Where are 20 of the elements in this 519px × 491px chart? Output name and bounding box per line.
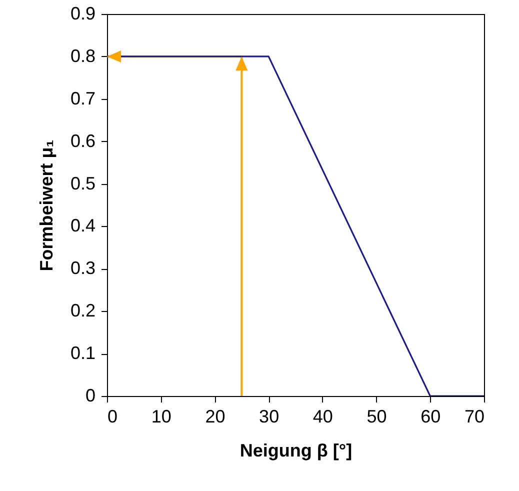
y-tick-label: 0.3 xyxy=(70,258,96,278)
y-tick-label: 0 xyxy=(85,386,96,406)
y-tick-label: 0.4 xyxy=(70,216,96,236)
x-tick-label: 30 xyxy=(259,406,280,426)
y-axis-title: Formbeiwert μ₁ xyxy=(36,140,56,272)
y-tick-label: 0.1 xyxy=(70,343,96,364)
x-axis-title: Neigung β [°] xyxy=(240,440,352,460)
x-tick-label: 40 xyxy=(312,406,333,426)
x-tick-label: 0 xyxy=(108,406,118,426)
y-tick-label: 0.5 xyxy=(70,173,96,194)
y-tick-label: 0.2 xyxy=(70,300,96,321)
x-tick-label: 50 xyxy=(366,406,387,426)
y-tick-label: 0.7 xyxy=(70,88,96,108)
x-tick-label: 70 xyxy=(464,406,484,426)
x-tick-label: 20 xyxy=(205,406,226,426)
y-tick-label: 0.8 xyxy=(70,46,96,66)
x-tick-label: 10 xyxy=(151,406,172,426)
x-tick-label: 60 xyxy=(420,406,441,426)
y-tick-label: 0.9 xyxy=(70,4,96,24)
y-tick-label: 0.6 xyxy=(70,130,96,151)
